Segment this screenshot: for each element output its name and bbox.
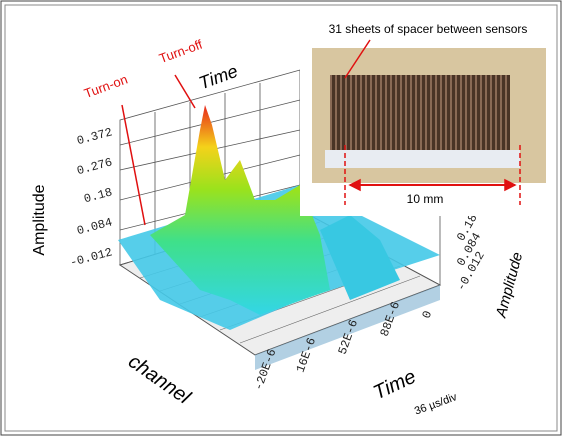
base [325,150,520,168]
surface-peak [150,105,330,315]
sensor-stack [330,75,510,153]
scale-text: 10 mm [407,192,444,206]
turn-on-pointer [121,104,146,226]
x-tick-label: 0 [420,309,436,321]
inset-caption: 31 sheets of spacer between sensors [329,22,528,36]
turn-off-pointer [174,74,196,109]
inner-frame [4,4,558,432]
axis-title: Amplitude [31,184,48,255]
channel-edge [255,285,440,370]
surface-tail [320,215,400,300]
caption-pointer [344,39,371,79]
scale-bar [344,145,521,205]
